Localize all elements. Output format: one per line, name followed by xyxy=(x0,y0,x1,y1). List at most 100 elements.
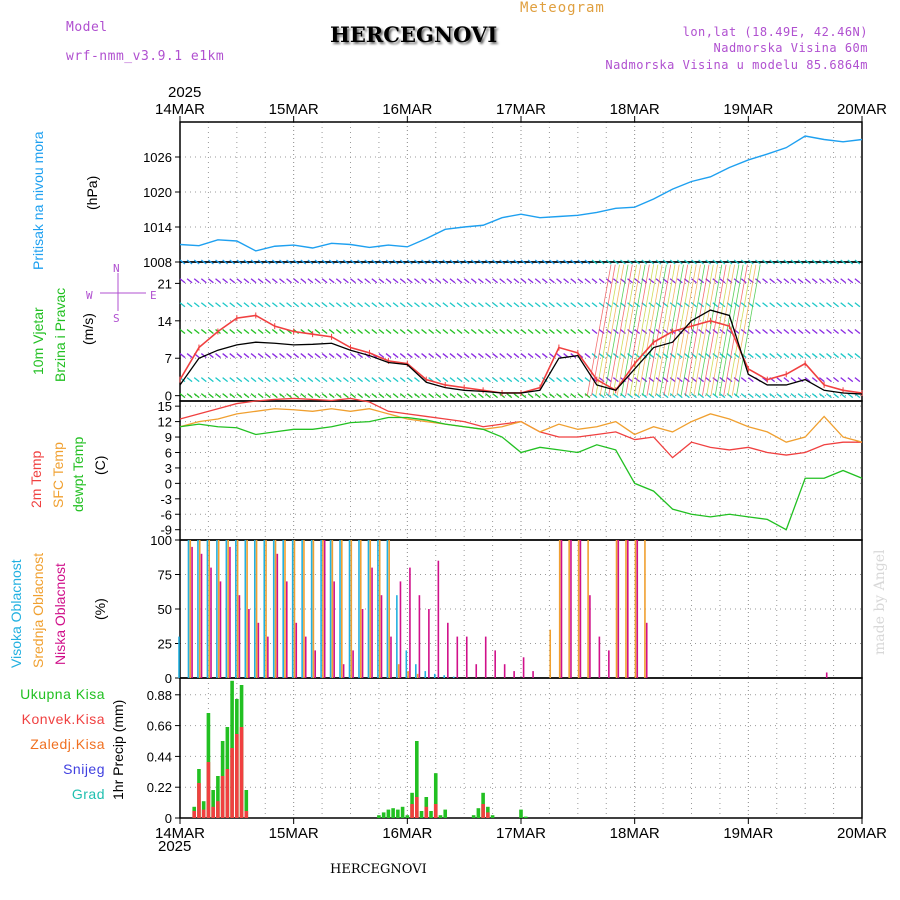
wind-barb xyxy=(378,259,385,265)
wind-barb xyxy=(612,302,619,308)
wind-barb xyxy=(328,302,335,308)
wind-barb xyxy=(506,393,513,399)
wind-barb xyxy=(676,259,683,265)
wind-barb xyxy=(804,393,811,399)
wind-barb xyxy=(300,278,307,284)
wind-barb xyxy=(222,377,229,383)
wind-barb xyxy=(463,259,470,265)
precip-bar-total xyxy=(490,815,495,818)
cloud-bar-low xyxy=(380,595,383,678)
wind-barb xyxy=(634,278,641,284)
wind-barb xyxy=(776,353,783,359)
precip-bar-total xyxy=(519,809,523,818)
wind-barb xyxy=(563,259,570,265)
wind-barb xyxy=(449,377,456,383)
precip-bar-convective xyxy=(216,801,220,818)
wind-barb xyxy=(243,353,250,359)
wind-barb xyxy=(683,259,690,265)
wind-barb xyxy=(513,259,520,265)
wind-barb xyxy=(257,278,264,284)
wind-barb xyxy=(520,377,527,383)
cloud-bar-mid xyxy=(587,540,589,678)
wind-barb xyxy=(236,393,243,399)
wind-barb xyxy=(257,353,264,359)
wind-barb xyxy=(790,393,797,399)
wind-barb xyxy=(286,302,292,308)
wind-barb xyxy=(257,377,264,383)
y-tick-label: 0.44 xyxy=(147,749,172,764)
y-tick-label: -6 xyxy=(160,507,172,522)
wind-barb xyxy=(605,377,612,383)
cloud-label-high: Visoka Oblacnost xyxy=(8,559,24,668)
wind-barb xyxy=(513,393,520,399)
cloud-bar-low xyxy=(257,622,260,678)
wind-barb xyxy=(769,393,776,399)
wind-barb xyxy=(342,328,349,335)
wind-barb xyxy=(293,393,300,399)
wind-barb xyxy=(762,278,768,284)
wind-barb xyxy=(442,377,449,383)
cloud-bar-mid xyxy=(644,540,646,678)
cloud-bar-low xyxy=(229,546,231,678)
cloud-bar-low xyxy=(276,553,279,678)
wind-barb xyxy=(662,377,669,383)
wind-barb xyxy=(833,393,839,399)
wind-barb xyxy=(279,302,285,308)
cloud-bar-low xyxy=(248,609,250,678)
wind-barb xyxy=(776,328,783,335)
wind-barb xyxy=(222,393,229,399)
x-tick-label-top: 17MAR xyxy=(496,101,546,118)
elevation-info: Nadmorska Visina 60m xyxy=(713,41,868,55)
wind-barb xyxy=(854,377,861,383)
wind-barb xyxy=(364,278,371,284)
wind-barb xyxy=(755,353,761,359)
wind-barb xyxy=(342,393,349,399)
compass-n-label: N xyxy=(113,262,120,275)
wind-barb xyxy=(506,302,513,308)
wind-hatch xyxy=(642,264,667,396)
wind-barb xyxy=(818,393,825,399)
wind-barb xyxy=(840,259,847,265)
cloud-unit: (%) xyxy=(92,598,108,620)
temperature-line-2m xyxy=(179,397,862,459)
wind-barb xyxy=(676,393,683,399)
wind-barb xyxy=(811,393,818,399)
x-tick-label-top: 14MAR xyxy=(155,101,205,118)
cloud-bar-mid xyxy=(378,540,381,678)
wind-barb xyxy=(740,393,747,399)
cloud-bar-low xyxy=(465,636,468,678)
wind-barb xyxy=(406,259,413,265)
wind-barb xyxy=(229,328,236,335)
wind-barb xyxy=(421,302,427,308)
wind-barb xyxy=(612,393,619,399)
wind-barb xyxy=(335,377,342,383)
wind-hatch xyxy=(603,264,629,396)
cloud-bar-mid xyxy=(284,540,286,678)
cloud-bar-high xyxy=(367,540,370,678)
cloud-bar-mid xyxy=(625,540,627,678)
precip-bar-total xyxy=(377,815,381,818)
wind-barb xyxy=(485,393,491,399)
wind-barb xyxy=(399,377,406,383)
cloud-bar-high xyxy=(386,540,389,678)
wind-barb xyxy=(335,278,342,284)
wind-barb xyxy=(215,353,221,359)
wind-barb xyxy=(549,278,555,284)
cloud-bar-low xyxy=(304,636,307,678)
wind-barb xyxy=(208,328,214,335)
wind-barb xyxy=(406,377,413,383)
wind-barb xyxy=(307,278,314,284)
cloud-bar-low xyxy=(352,650,354,678)
wind-barb xyxy=(676,302,683,308)
wind-barb xyxy=(378,328,385,335)
cloud-bar-high xyxy=(443,675,446,678)
wind-barb xyxy=(264,393,271,399)
wind-barb xyxy=(577,259,584,265)
wind-barb xyxy=(314,393,321,399)
wind-barb xyxy=(648,302,655,308)
wind-barb xyxy=(392,393,399,399)
cloud-bar-high xyxy=(253,540,256,678)
wind-barb xyxy=(279,259,285,265)
wind-barb xyxy=(456,259,463,265)
cloud-bar-low xyxy=(598,636,601,678)
